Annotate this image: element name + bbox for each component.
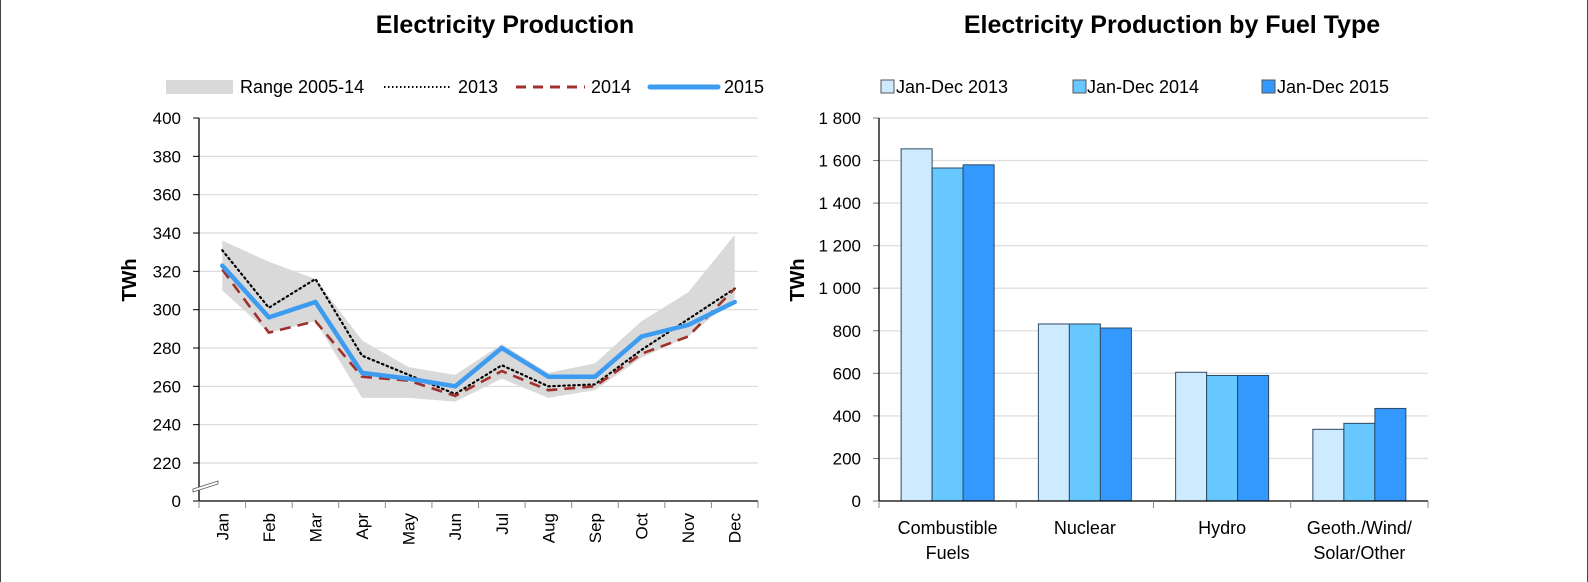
y-tick-label: 340 [153,224,181,243]
bar-chart: Electricity Production by Fuel Type Jan-… [790,11,1429,563]
y-tick-label: 1 800 [818,109,861,128]
y-tick-label: 280 [153,339,181,358]
x-tick-label: Jun [446,513,465,540]
x-tick-label: Combustible [898,518,998,538]
x-tick-label: Solar/Other [1313,543,1405,563]
x-tick-label: May [400,513,419,546]
bar-chart-title: Electricity Production by Fuel Type [964,11,1380,39]
x-tick-label: Sep [586,513,605,543]
axis-break-icon [192,480,219,493]
bar [1237,374,1270,502]
x-tick-label: Nov [679,513,698,544]
bar [931,167,964,502]
legend-2014-label: 2014 [591,77,631,97]
line-y-axis-title: TWh [119,258,141,301]
legend-2014-label: Jan-Dec 2014 [1087,77,1199,97]
bar [1312,428,1345,502]
legend-2014-swatch [1072,79,1087,94]
series-line-2013 [221,249,736,396]
legend-2015-label: 2015 [724,77,764,97]
line-chart: Electricity Production Range 2005-14 201… [119,11,764,546]
x-tick-label: Jan [213,513,232,540]
y-tick-label: 240 [153,416,181,435]
x-tick-label: Feb [260,513,279,542]
series-line-2015 [220,263,737,389]
range-area [222,234,735,402]
y-tick-label: 400 [153,109,181,128]
y-tick-label: 200 [833,449,861,468]
y-tick-label: 0 [172,492,181,511]
legend-range-label: Range 2005-14 [240,77,364,97]
y-tick-label: 600 [833,364,861,383]
bar [1343,422,1376,502]
y-tick-label: 0 [852,492,861,511]
line-chart-title: Electricity Production [376,11,634,39]
x-tick-label: Hydro [1198,518,1246,538]
y-tick-label: 220 [153,454,181,473]
x-tick-label: Geoth./Wind/ [1307,518,1412,538]
bar [1175,371,1208,502]
y-tick-label: 1 600 [818,152,861,171]
bar [1068,323,1101,502]
x-tick-label: Oct [633,513,652,540]
y-tick-label: 800 [833,322,861,341]
x-tick-label: Fuels [926,543,970,563]
legend-2013-swatch [880,79,895,94]
bar [1099,327,1132,502]
legend-2013-label: Jan-Dec 2013 [896,77,1008,97]
line-legend: Range 2005-14 2013 2014 2015 [166,77,764,97]
x-tick-label: Apr [353,513,372,540]
y-tick-label: 320 [153,262,181,281]
legend-2015-swatch [1261,79,1276,94]
y-tick-label: 1 000 [818,279,861,298]
frame-border-left [0,0,1,582]
bar [900,148,933,502]
y-tick-label: 1 200 [818,237,861,256]
x-tick-label: Dec [726,513,745,544]
bar [1374,407,1407,502]
y-tick-label: 360 [153,186,181,205]
x-tick-label: Aug [539,513,558,543]
x-tick-label: Mar [306,513,325,543]
y-tick-label: 260 [153,377,181,396]
x-tick-label: Nuclear [1054,518,1116,538]
bar-y-axis-title: TWh [790,258,809,301]
y-tick-label: 1 400 [818,194,861,213]
bar [962,164,995,502]
legend-2013-label: 2013 [458,77,498,97]
y-tick-label: 300 [153,301,181,320]
x-tick-label: Jul [493,513,512,535]
bar [1037,323,1070,502]
y-tick-label: 400 [833,407,861,426]
y-tick-label: 380 [153,147,181,166]
series-line-2014 [221,268,736,398]
legend-range-swatch [166,80,233,94]
bar-legend: Jan-Dec 2013 Jan-Dec 2014 Jan-Dec 2015 [880,77,1389,97]
bar [1206,374,1239,502]
legend-2015-label: Jan-Dec 2015 [1277,77,1389,97]
